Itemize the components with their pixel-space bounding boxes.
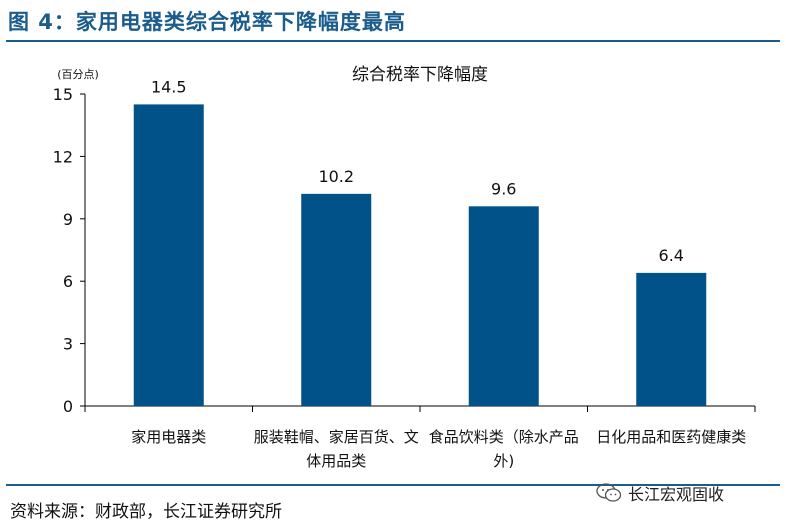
x-category-label: 体用品类: [306, 452, 366, 470]
bar-value-label: 9.6: [491, 179, 516, 198]
y-axis-unit-label: (百分点): [57, 68, 99, 81]
bar-value-label: 14.5: [151, 77, 187, 96]
bar: [636, 272, 707, 406]
bar: [468, 206, 539, 406]
watermark-label: 长江宏观固收: [628, 485, 725, 504]
x-category-label: 日化用品和医药健康类: [596, 428, 746, 446]
wechat-icon: [596, 483, 622, 502]
bar: [133, 104, 204, 407]
y-tick-label: 3: [63, 335, 73, 354]
figure-title: 图 4：家用电器类综合税率下降幅度最高: [8, 10, 406, 34]
title-rule: [6, 40, 780, 42]
bar-chart: 综合税率下降幅度 (百分点) 0 3 6 9 12 15 14.5 家用电器类 10.2 服装鞋帽、家…: [53, 65, 756, 470]
x-category-label: 服装鞋帽、家居百货、文: [254, 428, 419, 446]
watermark: 长江宏观固收: [596, 481, 724, 505]
bar-value-label: 10.2: [318, 167, 354, 186]
y-tick-label: 6: [63, 272, 73, 291]
x-category-label: 外): [493, 452, 514, 470]
y-tick-label: 12: [53, 147, 73, 166]
y-tick-label: 9: [63, 210, 73, 229]
footer-rule: [6, 484, 780, 486]
y-tick-label: 0: [63, 397, 73, 416]
x-category-label: 食品饮料类（除水产品: [429, 428, 579, 446]
x-category-label: 家用电器类: [131, 428, 206, 446]
source-note: 资料来源：财政部，长江证券研究所: [10, 502, 282, 522]
bar-value-label: 6.4: [659, 246, 684, 265]
y-tick-label: 15: [53, 85, 73, 104]
chart-title: 综合税率下降幅度: [352, 65, 488, 85]
bar: [301, 193, 372, 406]
